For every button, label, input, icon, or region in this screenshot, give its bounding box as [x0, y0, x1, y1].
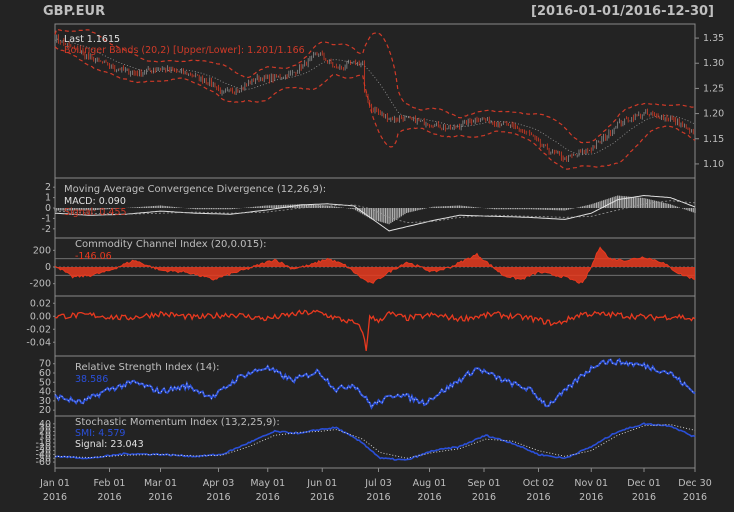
y-tick-rsi: 40	[39, 387, 51, 398]
x-tick-label: Jan 01	[39, 478, 70, 489]
x-tick-label: Feb 01	[94, 478, 126, 489]
y-tick-smi: 0	[45, 434, 51, 445]
x-tick-year: 2016	[366, 492, 390, 503]
smi-value-label: SMI: 4.579	[75, 428, 125, 439]
roc-line	[54, 309, 696, 351]
y-tick-price: 1.35	[703, 33, 724, 44]
bollinger-mid	[54, 38, 696, 155]
y-tick-smi: -50	[35, 453, 51, 464]
y-tick-cci: -200	[29, 279, 51, 290]
y-tick-rsi: 30	[39, 396, 51, 407]
y-tick-rsi: 20	[39, 405, 51, 416]
x-tick-year: 2016	[632, 492, 656, 503]
y-tick-smi: 40	[39, 419, 51, 430]
x-tick-year: 2016	[472, 492, 496, 503]
y-tick-smi: 20	[39, 426, 51, 437]
x-tick-year: 2016	[97, 492, 121, 503]
y-tick-smi: -40	[35, 449, 51, 460]
y-tick-macd: 1	[45, 193, 51, 204]
smi-signal-label: Signal: 23.043	[75, 439, 144, 450]
x-tick-year: 2016	[43, 492, 67, 503]
y-tick-roc: 0.00	[30, 311, 51, 322]
panel-frame-roc	[54, 295, 696, 357]
y-tick-roc: 0.02	[30, 298, 51, 309]
y-tick-price: 1.15	[703, 134, 724, 145]
rsi-value-label: 38.586	[75, 374, 108, 385]
x-tick-label: Sep 01	[468, 478, 501, 489]
x-tick-label: Jul 03	[364, 478, 392, 489]
x-tick-label: Mar 01	[144, 478, 177, 489]
y-tick-cci: 0	[45, 262, 51, 273]
y-tick-price: 1.20	[703, 109, 724, 120]
x-tick-year: 2016	[310, 492, 334, 503]
y-tick-macd: 2	[45, 182, 51, 193]
x-tick-label: Dec 30	[678, 478, 712, 489]
cci-line	[54, 246, 696, 284]
y-tick-price: 1.30	[703, 58, 724, 69]
y-tick-macd: -2	[42, 224, 51, 235]
price-last-label: Last 1.1615	[64, 34, 120, 45]
y-tick-roc: -0.02	[26, 324, 51, 335]
y-tick-smi: -30	[35, 446, 51, 457]
y-tick-cci: 200	[33, 245, 51, 256]
x-tick-year: 2016	[256, 492, 280, 503]
y-tick-price: 1.10	[703, 159, 724, 170]
price-bands-label: Bollinger Bands (20,2) [Upper/Lower]: 1.…	[64, 45, 305, 56]
smi-title: Stochastic Momentum Index (13,2,25,9):	[75, 417, 280, 428]
macd-signal-line	[54, 200, 696, 224]
x-tick-year: 2016	[526, 492, 550, 503]
x-tick-label: May 01	[250, 478, 285, 489]
rsi-dots	[54, 358, 696, 409]
smi-signal-line	[54, 424, 696, 459]
macd-title: Moving Average Convergence Divergence (1…	[64, 184, 326, 195]
bollinger-lower	[54, 46, 696, 170]
y-tick-smi: -60	[35, 457, 51, 468]
x-tick-label: Dec 01	[627, 478, 661, 489]
x-tick-label: Aug 01	[413, 478, 447, 489]
smi-line	[54, 422, 696, 461]
x-tick-year: 2016	[417, 492, 441, 503]
macd-value-label: MACD: 0.090	[64, 196, 126, 207]
macd-signal-label: Signal: 0.455	[64, 207, 127, 218]
y-tick-macd: -1	[42, 213, 51, 224]
y-tick-smi: -20	[35, 442, 51, 453]
chart-title-symbol: GBP.EUR	[43, 4, 106, 19]
y-tick-smi: 10	[39, 430, 51, 441]
cci-title: Commodity Channel Index (20,0.015):	[75, 239, 267, 250]
y-tick-smi: -10	[35, 438, 51, 449]
x-tick-year: 2016	[148, 492, 172, 503]
x-tick-year: 2016	[206, 492, 230, 503]
panel-frame-smi	[54, 415, 696, 469]
y-tick-rsi: 60	[39, 368, 51, 379]
y-tick-rsi: 70	[39, 359, 51, 370]
bollinger-upper	[54, 28, 696, 144]
y-tick-rsi: 50	[39, 377, 51, 388]
cci-area	[55, 247, 695, 284]
chart-title-range: [2016-01-01/2016-12-30]	[531, 4, 714, 19]
x-tick-label: Nov 01	[574, 478, 608, 489]
x-tick-year: 2016	[579, 492, 603, 503]
x-tick-label: Jun 01	[306, 478, 337, 489]
cci-value-label: -146.06	[75, 251, 112, 262]
x-tick-label: Apr 03	[203, 478, 235, 489]
rsi-title: Relative Strength Index (14):	[75, 362, 220, 373]
macd-line	[54, 194, 696, 232]
y-tick-price: 1.25	[703, 83, 724, 94]
y-tick-smi: 30	[39, 423, 51, 434]
y-tick-roc: -0.04	[26, 337, 51, 348]
x-tick-label: Oct 02	[523, 478, 555, 489]
y-tick-macd: 0	[45, 203, 51, 214]
x-tick-year: 2016	[683, 492, 707, 503]
